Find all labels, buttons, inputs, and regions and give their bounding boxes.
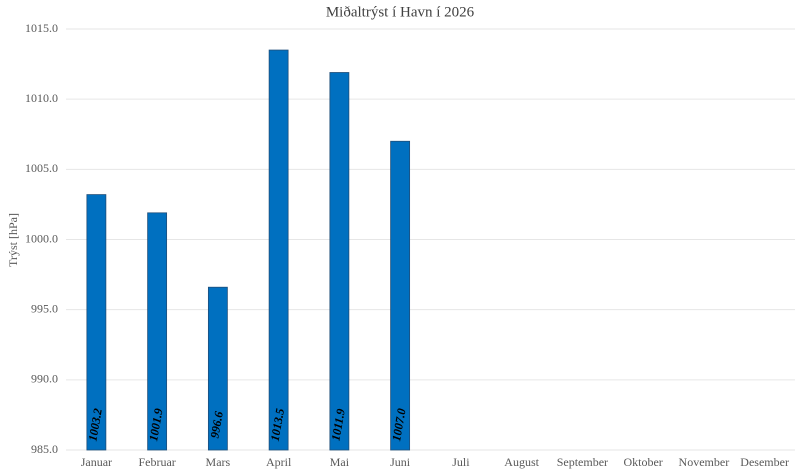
bar xyxy=(329,72,350,451)
x-tick-label: Juni xyxy=(390,455,411,469)
data-label: 1013.5 xyxy=(268,407,288,442)
x-tick-label: August xyxy=(504,455,539,469)
x-tick-label: Mars xyxy=(206,455,231,469)
bar xyxy=(268,49,289,451)
data-label: 996.6 xyxy=(207,410,225,439)
x-tick-label: Mai xyxy=(330,455,350,469)
data-label: 1001.9 xyxy=(146,407,166,442)
y-tick-label: 1000.0 xyxy=(25,231,58,245)
x-tick-label: April xyxy=(266,455,292,469)
y-axis-label: Trýst [hPa] xyxy=(6,213,20,267)
y-tick-label: 995.0 xyxy=(31,301,58,315)
x-tick-label: November xyxy=(679,455,730,469)
y-tick-label: 990.0 xyxy=(31,372,58,386)
bar xyxy=(147,212,168,451)
y-tick-label: 1005.0 xyxy=(25,161,58,175)
bar xyxy=(207,286,228,451)
bar xyxy=(86,194,107,451)
chart-title: Miðaltrýst í Havn í 2026 xyxy=(326,4,475,20)
x-tick-label: Juli xyxy=(452,455,470,469)
data-label: 1011.9 xyxy=(328,408,347,442)
y-tick-label: 1015.0 xyxy=(25,21,58,35)
x-tick-label: Februar xyxy=(138,455,175,469)
y-tick-label: 985.0 xyxy=(31,442,58,456)
bar xyxy=(390,140,411,451)
x-tick-label: Oktober xyxy=(623,455,662,469)
data-label: 1007.0 xyxy=(389,407,409,442)
data-label: 1003.2 xyxy=(85,407,105,442)
x-tick-label: Januar xyxy=(81,455,112,469)
y-tick-label: 1010.0 xyxy=(25,91,58,105)
x-tick-label: September xyxy=(557,455,608,469)
x-tick-label: Desember xyxy=(740,455,789,469)
